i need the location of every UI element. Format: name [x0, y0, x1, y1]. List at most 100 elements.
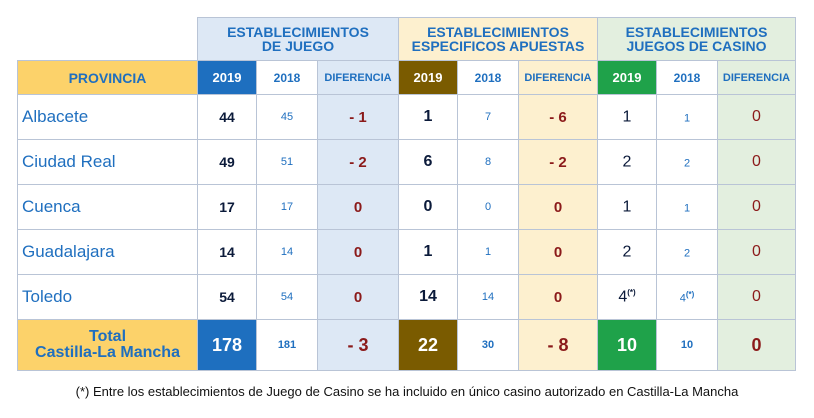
casino-2019-value: 1 — [622, 108, 632, 126]
total-casino-2019: 10 — [597, 319, 657, 371]
casino-2018-value: 4 — [679, 292, 686, 305]
casino-2018-value: 1 — [683, 112, 691, 125]
column-header-casino-2018: 2018 — [656, 60, 718, 95]
total-label: Total Castilla-La Mancha — [17, 319, 198, 371]
establishments-table: ESTABLECIMIENTOS DE JUEGO ESTABLECIMIENT… — [17, 17, 796, 371]
casino-2018-cell: 4(*) — [656, 274, 718, 320]
casino-2018-value: 2 — [683, 247, 691, 260]
column-header-apuestas-diff: DIFERENCIA — [518, 60, 598, 95]
total-juego-2018: 181 — [256, 319, 318, 371]
group-header-casino: ESTABLECIMIENTOS JUEGOS DE CASINO — [597, 17, 796, 61]
juego-2019-cell: 54 — [197, 274, 257, 320]
apuestas-2018-cell: 8 — [457, 139, 519, 185]
group-header-row: ESTABLECIMIENTOS DE JUEGO ESTABLECIMIENT… — [17, 17, 796, 61]
corner-blank — [17, 17, 198, 61]
casino-2019-value: 2 — [622, 153, 632, 171]
total-casino-2018: 10 — [656, 319, 718, 371]
apuestas-diff-cell: - 2 — [518, 139, 598, 185]
casino-2018-value: 1 — [683, 202, 691, 215]
juego-diff-cell: 0 — [317, 274, 399, 320]
group-header-apuestas: ESTABLECIMIENTOS ESPECIFICOS APUESTAS — [398, 17, 598, 61]
apuestas-2019-cell: 1 — [398, 94, 458, 140]
casino-2018-cell: 2 — [656, 229, 718, 275]
casino-2018-value: 2 — [683, 157, 691, 170]
table-row: Toledo 54 54 0 14 14 0 4(*) 4(*) 0 — [17, 274, 796, 320]
column-header-apuestas-2019: 2019 — [398, 60, 458, 95]
juego-2019-cell: 49 — [197, 139, 257, 185]
total-label-line2: Castilla-La Mancha — [35, 344, 180, 361]
casino-diff-cell: 0 — [717, 139, 796, 185]
group-header-casino-line2: JUEGOS DE CASINO — [626, 38, 767, 54]
table-row: Ciudad Real 49 51 - 2 6 8 - 2 2 2 0 — [17, 139, 796, 185]
casino-diff-cell: 0 — [717, 229, 796, 275]
province-cell: Ciudad Real — [17, 139, 198, 185]
casino-2019-value: 1 — [622, 198, 632, 216]
province-cell: Toledo — [17, 274, 198, 320]
apuestas-2018-cell: 0 — [457, 184, 519, 230]
column-header-province: PROVINCIA — [17, 60, 198, 95]
column-header-casino-2019: 2019 — [597, 60, 657, 95]
casino-diff-cell: 0 — [717, 94, 796, 140]
apuestas-2018-cell: 14 — [457, 274, 519, 320]
column-header-juego-2019: 2019 — [197, 60, 257, 95]
apuestas-2019-cell: 1 — [398, 229, 458, 275]
juego-2019-cell: 17 — [197, 184, 257, 230]
total-apuestas-2018: 30 — [457, 319, 519, 371]
juego-2018-cell: 51 — [256, 139, 318, 185]
casino-2018-cell: 1 — [656, 184, 718, 230]
apuestas-diff-cell: 0 — [518, 184, 598, 230]
column-header-juego-2018: 2018 — [256, 60, 318, 95]
casino-2019-cell: 2 — [597, 139, 657, 185]
casino-2018-cell: 1 — [656, 94, 718, 140]
column-header-apuestas-2018: 2018 — [457, 60, 519, 95]
footnote: (*) Entre los establecimientos de Juego … — [75, 384, 739, 399]
juego-diff-cell: 0 — [317, 184, 399, 230]
juego-2018-cell: 54 — [256, 274, 318, 320]
total-juego-2019: 178 — [197, 319, 257, 371]
apuestas-2019-cell: 6 — [398, 139, 458, 185]
juego-diff-cell: - 2 — [317, 139, 399, 185]
casino-2018-cell: 2 — [656, 139, 718, 185]
casino-2019-cell: 4(*) — [597, 274, 657, 320]
total-apuestas-diff: - 8 — [518, 319, 598, 371]
casino-2019-cell: 1 — [597, 94, 657, 140]
casino-2019-cell: 2 — [597, 229, 657, 275]
juego-diff-cell: - 1 — [317, 94, 399, 140]
group-header-apuestas-line1: ESTABLECIMIENTOS — [427, 24, 569, 40]
casino-2018-note: (*) — [685, 289, 695, 299]
juego-2018-cell: 45 — [256, 94, 318, 140]
total-juego-diff: - 3 — [317, 319, 399, 371]
casino-2019-cell: 1 — [597, 184, 657, 230]
group-header-apuestas-line2: ESPECIFICOS APUESTAS — [411, 38, 585, 54]
table-row: Guadalajara 14 14 0 1 1 0 2 2 0 — [17, 229, 796, 275]
group-header-juego-line1: ESTABLECIMIENTOS — [227, 24, 369, 40]
apuestas-2018-cell: 7 — [457, 94, 519, 140]
juego-2018-cell: 17 — [256, 184, 318, 230]
apuestas-2018-cell: 1 — [457, 229, 519, 275]
casino-2019-value: 2 — [622, 243, 632, 261]
group-header-juego-line2: DE JUEGO — [261, 38, 335, 54]
total-casino-diff: 0 — [717, 319, 796, 371]
total-row: Total Castilla-La Mancha 178 181 - 3 22 … — [17, 319, 796, 371]
province-cell: Cuenca — [17, 184, 198, 230]
group-header-casino-line1: ESTABLECIMIENTOS — [625, 24, 768, 40]
table-row: Albacete 44 45 - 1 1 7 - 6 1 1 0 — [17, 94, 796, 140]
apuestas-diff-cell: 0 — [518, 229, 598, 275]
total-label-line1: Total — [88, 328, 127, 345]
casino-2019-note: (*) — [627, 287, 636, 297]
apuestas-diff-cell: 0 — [518, 274, 598, 320]
table-row: Cuenca 17 17 0 0 0 0 1 1 0 — [17, 184, 796, 230]
column-header-juego-diff: DIFERENCIA — [317, 60, 399, 95]
juego-diff-cell: 0 — [317, 229, 399, 275]
column-header-row: PROVINCIA 2019 2018 DIFERENCIA 2019 2018… — [17, 60, 796, 95]
total-apuestas-2019: 22 — [398, 319, 458, 371]
juego-2019-cell: 14 — [197, 229, 257, 275]
apuestas-diff-cell: - 6 — [518, 94, 598, 140]
apuestas-2019-cell: 14 — [398, 274, 458, 320]
apuestas-2019-cell: 0 — [398, 184, 458, 230]
province-cell: Guadalajara — [17, 229, 198, 275]
group-header-juego: ESTABLECIMIENTOS DE JUEGO — [197, 17, 399, 61]
casino-2019-value: 4 — [618, 288, 628, 306]
casino-diff-cell: 0 — [717, 184, 796, 230]
column-header-casino-diff: DIFERENCIA — [717, 60, 796, 95]
